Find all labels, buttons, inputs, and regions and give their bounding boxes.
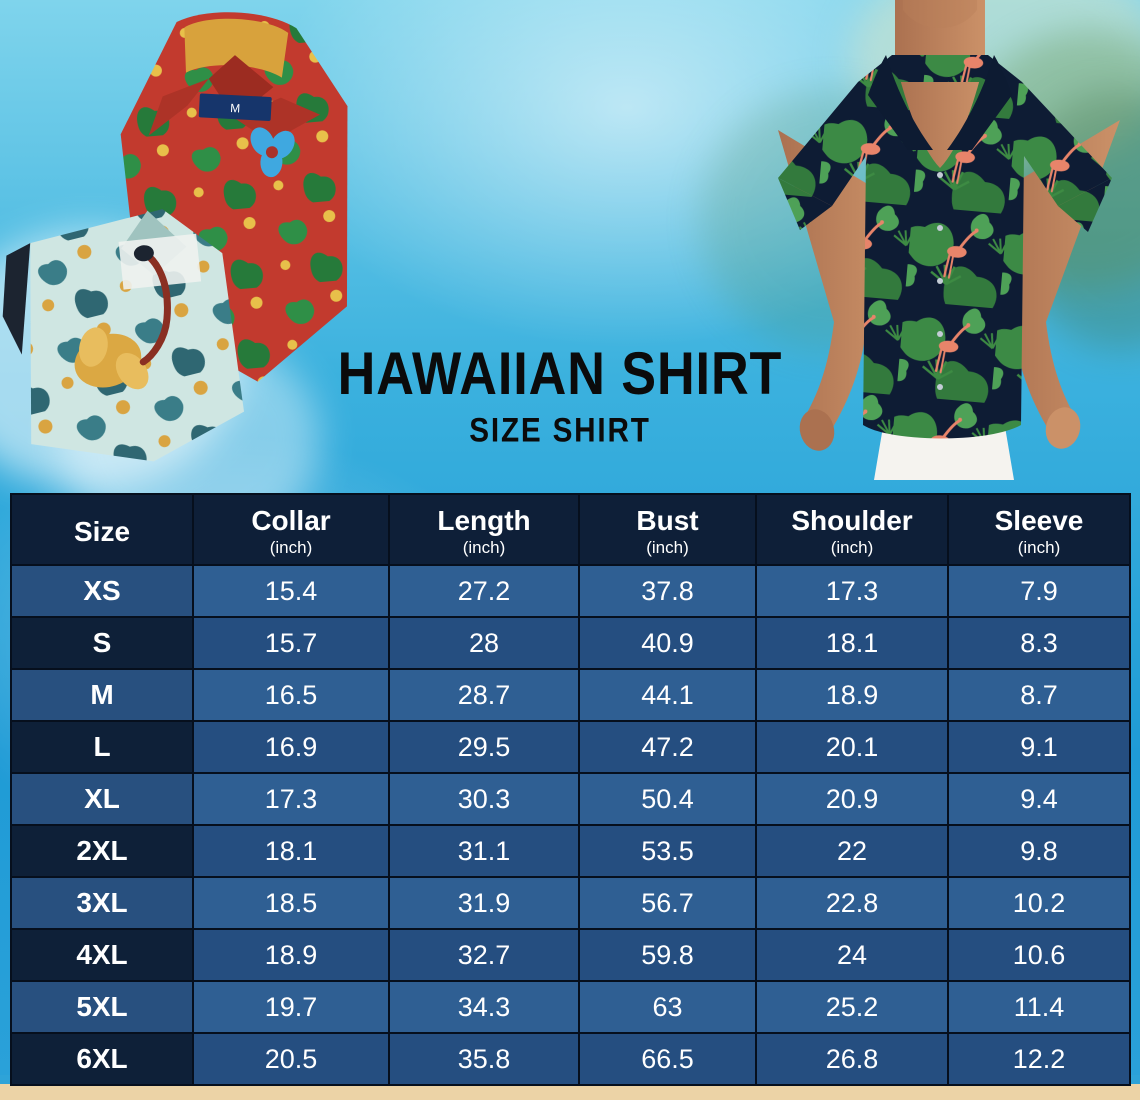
svg-text:M: M bbox=[230, 101, 241, 116]
